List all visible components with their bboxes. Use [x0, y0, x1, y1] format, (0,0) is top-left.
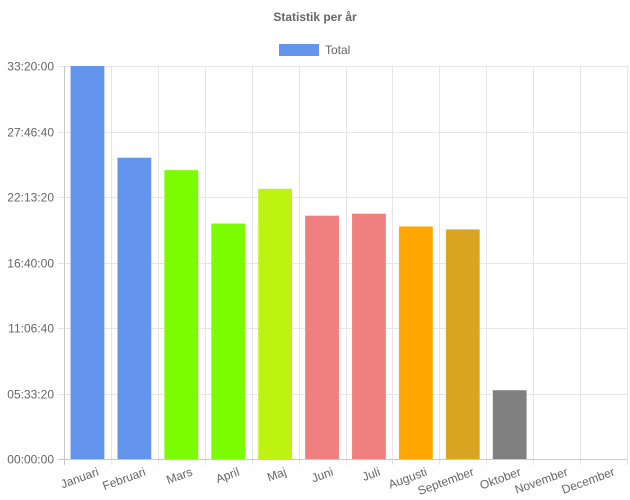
x-tick-label: Mars: [164, 465, 194, 487]
y-tick-label: 11:06:40: [8, 322, 54, 336]
bar-september[interactable]: [445, 229, 480, 459]
bars: [70, 66, 527, 459]
x-tick-label: December: [560, 465, 617, 497]
y-tick-label: 00:00:00: [7, 453, 54, 467]
bar-januari[interactable]: [70, 66, 105, 459]
y-tick-label: 27:46:40: [7, 126, 54, 140]
bar-juni[interactable]: [305, 215, 339, 459]
bar-maj[interactable]: [258, 188, 293, 459]
x-tick-label: November: [513, 465, 570, 497]
x-tick-labels: Januari Februari Mars April Maj Juni Juli Augus…: [59, 465, 617, 498]
bar-mars[interactable]: [164, 170, 199, 459]
legend: Total: [279, 43, 350, 57]
y-tick-labels: 00:00:00 05:33:20 11:06:40 16:40:00 22:13:20…: [7, 60, 54, 467]
chart-title: Statistik per år: [273, 10, 357, 24]
x-tick-label: Maj: [265, 465, 288, 485]
x-tick-label: Januari: [59, 465, 101, 492]
x-tick-label: Juli: [360, 465, 382, 484]
bar-februari[interactable]: [117, 157, 152, 459]
bar-april[interactable]: [211, 223, 246, 459]
bar-juli[interactable]: [352, 213, 386, 459]
y-tick-label: 16:40:00: [7, 257, 54, 271]
x-tick-label: Februari: [101, 465, 148, 493]
bar-augusti[interactable]: [398, 226, 433, 459]
y-tick-label: 05:33:20: [7, 388, 54, 402]
bar-oktober[interactable]: [492, 390, 527, 459]
y-tick-label: 33:20:00: [7, 60, 54, 74]
legend-swatch[interactable]: [279, 44, 319, 56]
x-tick-label: Juni: [310, 465, 335, 486]
legend-label: Total: [325, 43, 350, 57]
grid-lines: [58, 66, 628, 465]
x-tick-label: April: [214, 465, 241, 486]
y-tick-label: 22:13:20: [7, 191, 54, 205]
axes: [58, 66, 627, 465]
